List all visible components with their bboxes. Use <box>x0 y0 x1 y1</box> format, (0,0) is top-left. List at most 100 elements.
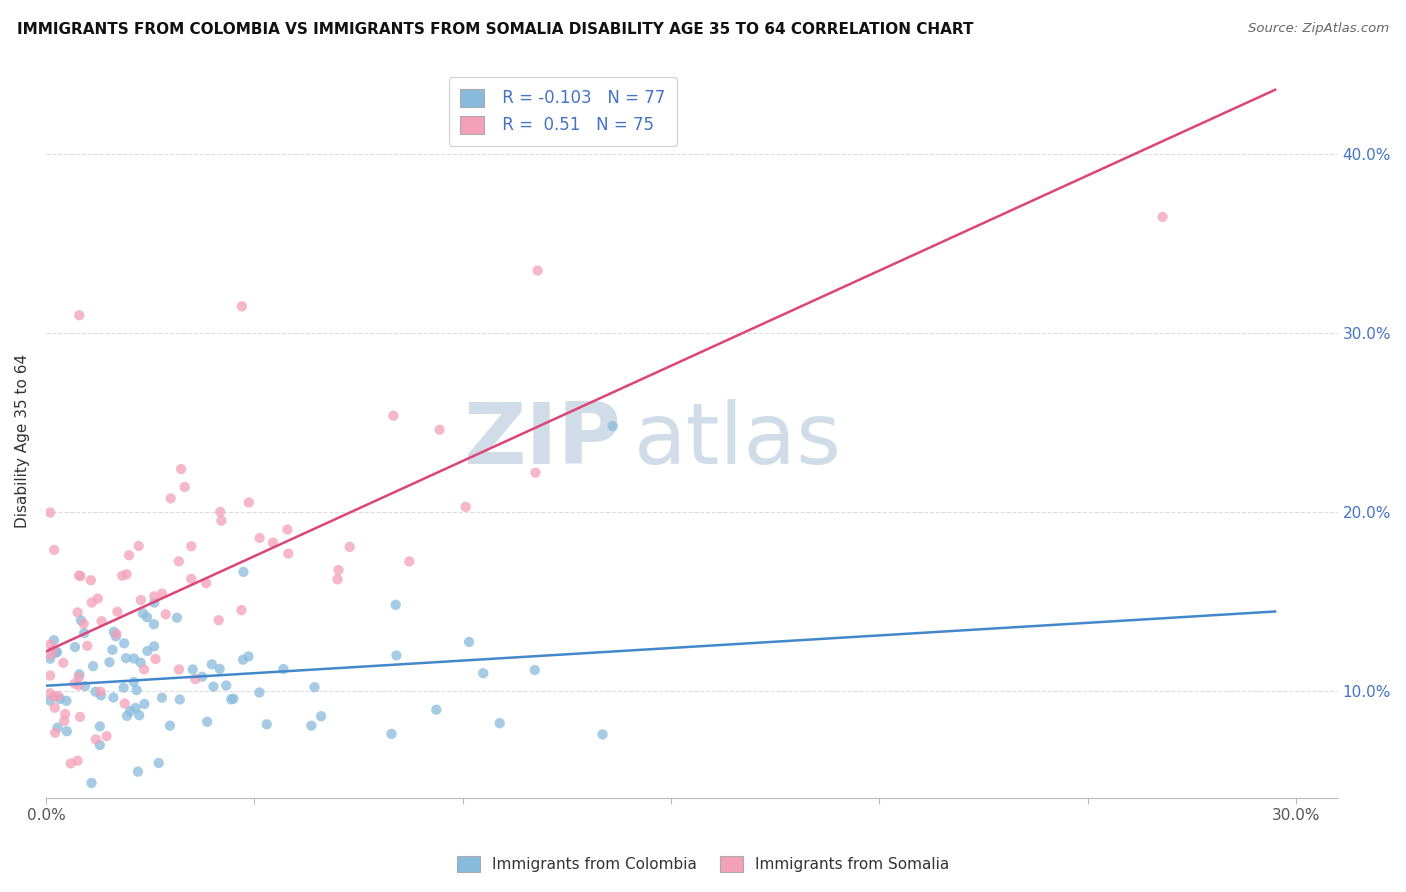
Point <box>128 708 150 723</box>
Point <box>143 596 166 610</box>
Point <box>39 651 62 665</box>
Point <box>44 700 66 714</box>
Point <box>202 680 225 694</box>
Point <box>215 678 238 692</box>
Point <box>73 616 96 631</box>
Point <box>134 662 156 676</box>
Point <box>70 614 93 628</box>
Point <box>52 656 75 670</box>
Point <box>209 505 232 519</box>
Point <box>222 691 245 706</box>
Point <box>63 640 86 654</box>
Point <box>76 639 98 653</box>
Point <box>44 543 66 558</box>
Point <box>523 663 546 677</box>
Point <box>304 680 326 694</box>
Point <box>232 653 254 667</box>
Point <box>142 617 165 632</box>
Point <box>201 657 224 672</box>
Point <box>170 462 193 476</box>
Point <box>120 704 142 718</box>
Point <box>124 701 146 715</box>
Point <box>115 567 138 582</box>
Point <box>385 648 408 663</box>
Point <box>256 717 278 731</box>
Point <box>67 670 90 684</box>
Point <box>69 569 91 583</box>
Point <box>136 644 159 658</box>
Point <box>96 729 118 743</box>
Point <box>524 466 547 480</box>
Point <box>127 764 149 779</box>
Point <box>122 651 145 665</box>
Point <box>398 554 420 568</box>
Point <box>80 776 103 790</box>
Point <box>42 643 65 657</box>
Point <box>526 263 548 277</box>
Point <box>82 659 104 673</box>
Point <box>136 610 159 624</box>
Point <box>125 683 148 698</box>
Point <box>238 495 260 509</box>
Point <box>89 719 111 733</box>
Point <box>458 635 481 649</box>
Point <box>111 568 134 582</box>
Point <box>134 697 156 711</box>
Point <box>114 697 136 711</box>
Point <box>39 506 62 520</box>
Point <box>39 648 62 662</box>
Point <box>69 710 91 724</box>
Point <box>42 690 65 704</box>
Point <box>73 679 96 693</box>
Point <box>181 662 204 676</box>
Point <box>238 649 260 664</box>
Point <box>105 627 128 641</box>
Point <box>429 423 451 437</box>
Point <box>167 663 190 677</box>
Point <box>115 651 138 665</box>
Legend:  R = -0.103   N = 77,  R =  0.51   N = 75: R = -0.103 N = 77, R = 0.51 N = 75 <box>449 77 676 146</box>
Point <box>184 672 207 686</box>
Point <box>67 568 90 582</box>
Legend: Immigrants from Colombia, Immigrants from Somalia: Immigrants from Colombia, Immigrants fro… <box>449 848 957 880</box>
Point <box>89 738 111 752</box>
Point <box>80 574 103 588</box>
Point <box>45 646 67 660</box>
Point <box>59 756 82 771</box>
Point <box>128 539 150 553</box>
Point <box>66 605 89 619</box>
Point <box>273 662 295 676</box>
Point <box>53 714 76 728</box>
Point <box>104 629 127 643</box>
Point <box>208 613 231 627</box>
Point <box>180 572 202 586</box>
Point <box>98 655 121 669</box>
Point <box>39 693 62 707</box>
Point <box>488 716 510 731</box>
Point <box>602 419 624 434</box>
Point <box>167 554 190 568</box>
Point <box>73 626 96 640</box>
Point <box>384 598 406 612</box>
Point <box>166 610 188 624</box>
Point <box>45 645 67 659</box>
Text: Source: ZipAtlas.com: Source: ZipAtlas.com <box>1249 22 1389 36</box>
Point <box>112 681 135 695</box>
Point <box>232 565 254 579</box>
Y-axis label: Disability Age 35 to 64: Disability Age 35 to 64 <box>15 353 30 527</box>
Point <box>143 590 166 604</box>
Point <box>46 689 69 703</box>
Point <box>219 692 242 706</box>
Point <box>66 754 89 768</box>
Point <box>309 709 332 723</box>
Point <box>55 694 77 708</box>
Point <box>115 709 138 723</box>
Point <box>326 572 349 586</box>
Point <box>53 707 76 722</box>
Point <box>382 409 405 423</box>
Point <box>148 756 170 770</box>
Point <box>454 500 477 514</box>
Point <box>472 666 495 681</box>
Point <box>89 684 111 698</box>
Point <box>195 576 218 591</box>
